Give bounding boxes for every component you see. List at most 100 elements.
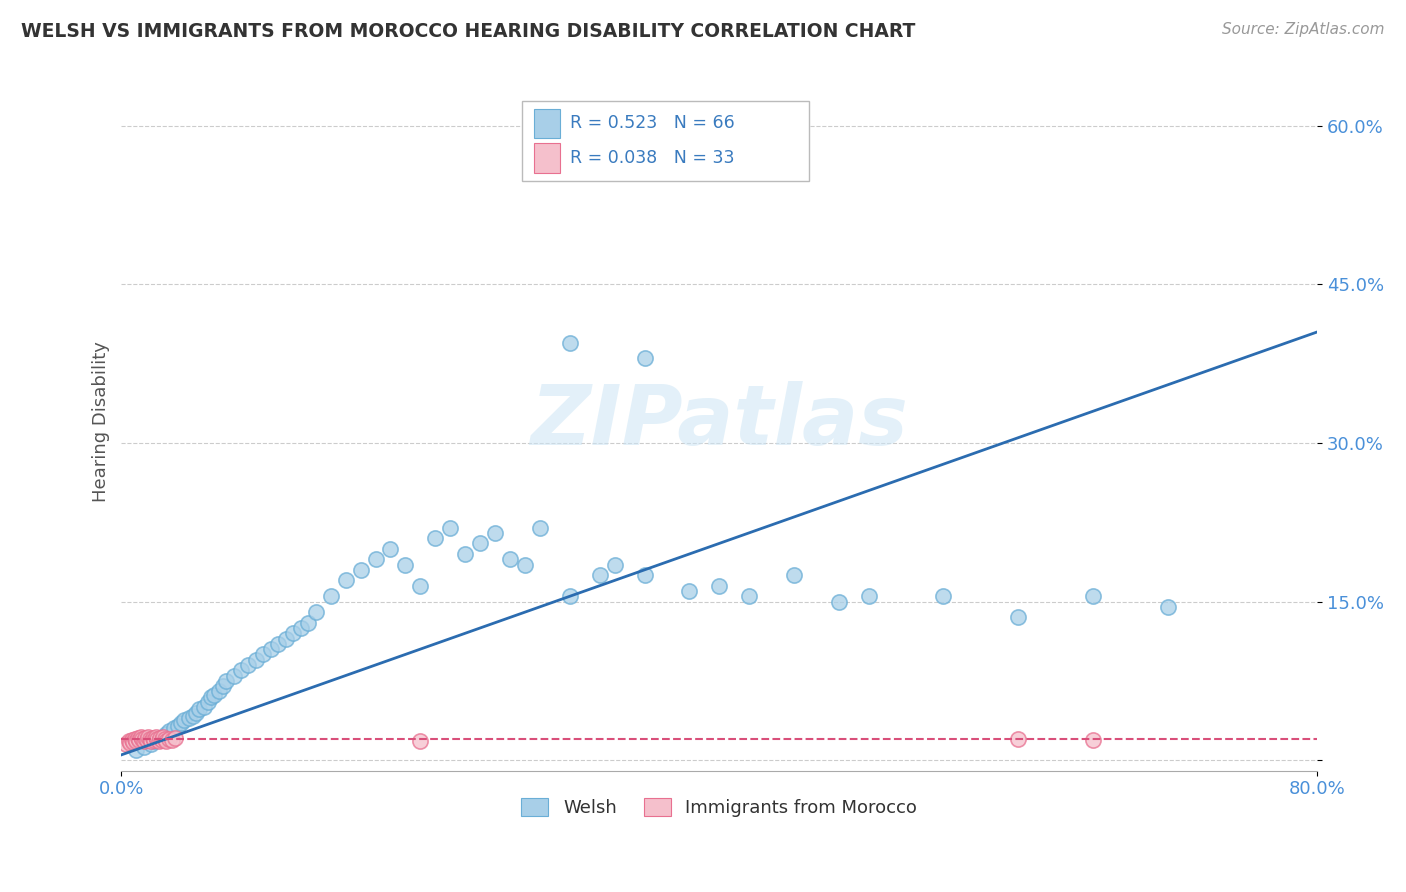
Point — [738, 589, 761, 603]
Point — [454, 547, 477, 561]
Point — [145, 730, 167, 744]
Point — [128, 733, 150, 747]
Point — [212, 679, 235, 693]
Point — [364, 552, 387, 566]
Point — [207, 684, 229, 698]
Point — [152, 730, 174, 744]
Point — [558, 335, 581, 350]
Point — [143, 734, 166, 748]
FancyBboxPatch shape — [522, 101, 808, 181]
Point — [186, 706, 208, 720]
Point — [468, 536, 491, 550]
Point — [380, 541, 402, 556]
Point — [135, 733, 157, 747]
Point — [132, 734, 155, 748]
Point — [589, 568, 612, 582]
Point — [222, 668, 245, 682]
Point — [121, 733, 143, 747]
Point — [1081, 733, 1104, 747]
Point — [148, 731, 170, 746]
Point — [1007, 731, 1029, 746]
Point — [229, 663, 252, 677]
Point — [439, 520, 461, 534]
Point — [143, 733, 166, 747]
Point — [202, 688, 225, 702]
Point — [118, 734, 141, 748]
Point — [1081, 589, 1104, 603]
Point — [125, 734, 148, 748]
Point — [146, 731, 169, 746]
Point — [139, 731, 162, 746]
Point — [425, 531, 447, 545]
Point — [335, 574, 357, 588]
Point — [603, 558, 626, 572]
Point — [297, 615, 319, 630]
Point — [165, 731, 187, 745]
Point — [783, 568, 806, 582]
Point — [122, 735, 145, 749]
Point — [138, 730, 160, 744]
Point — [283, 626, 305, 640]
Point — [252, 648, 274, 662]
Point — [149, 731, 172, 745]
Text: Source: ZipAtlas.com: Source: ZipAtlas.com — [1222, 22, 1385, 37]
Point — [162, 733, 184, 747]
Point — [200, 690, 222, 704]
Point — [349, 563, 371, 577]
Point — [932, 589, 955, 603]
Point — [678, 584, 700, 599]
Point — [134, 731, 156, 745]
Point — [394, 558, 416, 572]
Point — [260, 642, 283, 657]
Point — [267, 637, 290, 651]
Point — [499, 552, 522, 566]
Y-axis label: Hearing Disability: Hearing Disability — [93, 342, 110, 502]
Point — [148, 734, 170, 748]
Point — [153, 731, 176, 746]
Point — [193, 700, 215, 714]
Point — [155, 734, 177, 748]
Point — [132, 740, 155, 755]
Point — [124, 731, 146, 746]
Point — [709, 579, 731, 593]
Point — [558, 589, 581, 603]
Point — [163, 722, 186, 736]
Point — [181, 708, 204, 723]
Point — [305, 605, 328, 619]
Point — [633, 351, 655, 366]
Point — [157, 731, 180, 746]
Point — [409, 579, 432, 593]
Point — [152, 730, 174, 744]
Point — [245, 653, 267, 667]
Text: WELSH VS IMMIGRANTS FROM MOROCCO HEARING DISABILITY CORRELATION CHART: WELSH VS IMMIGRANTS FROM MOROCCO HEARING… — [21, 22, 915, 41]
Point — [1007, 610, 1029, 624]
Point — [529, 520, 551, 534]
Point — [141, 734, 163, 748]
Point — [173, 713, 195, 727]
Point — [828, 594, 851, 608]
Point — [319, 589, 342, 603]
Point — [142, 731, 165, 745]
Text: ZIPatlas: ZIPatlas — [530, 382, 908, 462]
Point — [120, 736, 142, 750]
Point — [1156, 599, 1178, 614]
Text: R = 0.038   N = 33: R = 0.038 N = 33 — [569, 149, 734, 167]
Point — [155, 727, 177, 741]
Point — [188, 702, 211, 716]
Point — [129, 730, 152, 744]
Point — [167, 719, 190, 733]
Point — [633, 568, 655, 582]
Point — [409, 734, 432, 748]
Point — [215, 673, 238, 688]
Point — [157, 723, 180, 738]
Point — [238, 657, 260, 672]
Point — [141, 737, 163, 751]
FancyBboxPatch shape — [534, 144, 560, 173]
Point — [127, 731, 149, 745]
Point — [197, 695, 219, 709]
Legend: Welsh, Immigrants from Morocco: Welsh, Immigrants from Morocco — [515, 790, 924, 824]
Point — [131, 731, 153, 746]
Text: R = 0.523   N = 66: R = 0.523 N = 66 — [569, 114, 734, 132]
Point — [170, 716, 193, 731]
Point — [290, 621, 312, 635]
